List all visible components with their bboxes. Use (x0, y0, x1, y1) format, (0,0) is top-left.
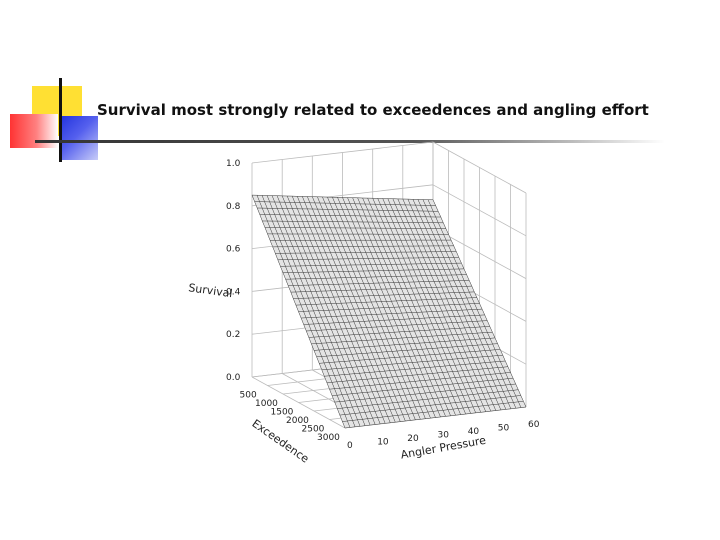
y-tick-label: 30 (438, 431, 450, 441)
surface-mesh-line (397, 198, 492, 412)
z-tick-label: 0.4 (226, 287, 241, 297)
surface-mesh-line (387, 198, 482, 413)
surface-mesh-line (432, 199, 527, 408)
gridline (251, 376, 346, 429)
z-tick-label: 1.0 (226, 159, 241, 169)
z-tick-label: 0.2 (226, 330, 240, 340)
surface-mesh-line (276, 195, 371, 426)
surface-mesh-line (362, 197, 456, 416)
surface-mesh-line (286, 195, 381, 424)
surface-mesh-line (291, 196, 386, 424)
surface-mesh-line (251, 195, 346, 429)
x-tick-label: 1500 (271, 408, 294, 418)
x-tick-label: 3000 (317, 433, 340, 443)
z-tick-label: 0.0 (226, 373, 241, 383)
surface-mesh-line (407, 199, 502, 411)
slide-title: Survival most strongly related to exceed… (97, 101, 649, 119)
surface-mesh-line (337, 197, 431, 419)
surface-mesh-line (367, 198, 461, 415)
y-tick-label: 20 (407, 434, 419, 444)
surface-mesh-line (412, 199, 507, 410)
decor-vertical-rule (59, 78, 62, 162)
surface-mesh-line (312, 196, 406, 422)
survival-surface (251, 194, 527, 429)
surface-mesh-line (392, 198, 487, 412)
x-tick-label: 1000 (255, 399, 278, 409)
surface-mesh-line (402, 198, 497, 411)
z-tick-label: 0.6 (226, 245, 241, 255)
surface-mesh-line (256, 195, 351, 428)
surface-mesh-line (297, 196, 391, 423)
x-tick-label: 2500 (302, 425, 325, 435)
x-tick-label: 500 (240, 391, 257, 401)
x-tick-label: 2000 (286, 416, 309, 426)
surface-mesh-line (281, 195, 376, 425)
surface-mesh-line (427, 199, 522, 408)
surface-mesh-line (327, 197, 421, 420)
y-tick-label: 0 (347, 441, 353, 451)
surface-mesh-line (302, 196, 396, 423)
surface-mesh-line (347, 197, 441, 417)
surface-mesh-line (382, 198, 476, 413)
y-tick-label: 10 (377, 438, 389, 448)
decor-blue-square (60, 116, 98, 160)
surface-mesh-line (266, 195, 361, 427)
surface-mesh-line (307, 196, 401, 422)
surface-mesh-line (332, 197, 426, 419)
surface-mesh-line (342, 197, 436, 418)
surface-mesh-line (261, 195, 356, 427)
surface-mesh-line (322, 196, 416, 420)
surface-mesh-line (357, 197, 451, 416)
z-axis-title: Survival (188, 281, 234, 300)
title-underline (35, 140, 665, 143)
surface-mesh-line (271, 195, 366, 426)
y-tick-label: 60 (528, 420, 540, 430)
y-tick-label: 40 (468, 427, 480, 437)
y-tick-label: 50 (498, 424, 510, 434)
surface-mesh-line (352, 197, 446, 417)
surface-mesh-line (377, 198, 471, 414)
surface-mesh-line (372, 198, 466, 415)
surface-mesh-line (317, 196, 411, 421)
surface-mesh-line (417, 199, 512, 409)
surface-mesh-line (422, 199, 517, 409)
z-tick-label: 0.8 (226, 202, 241, 212)
